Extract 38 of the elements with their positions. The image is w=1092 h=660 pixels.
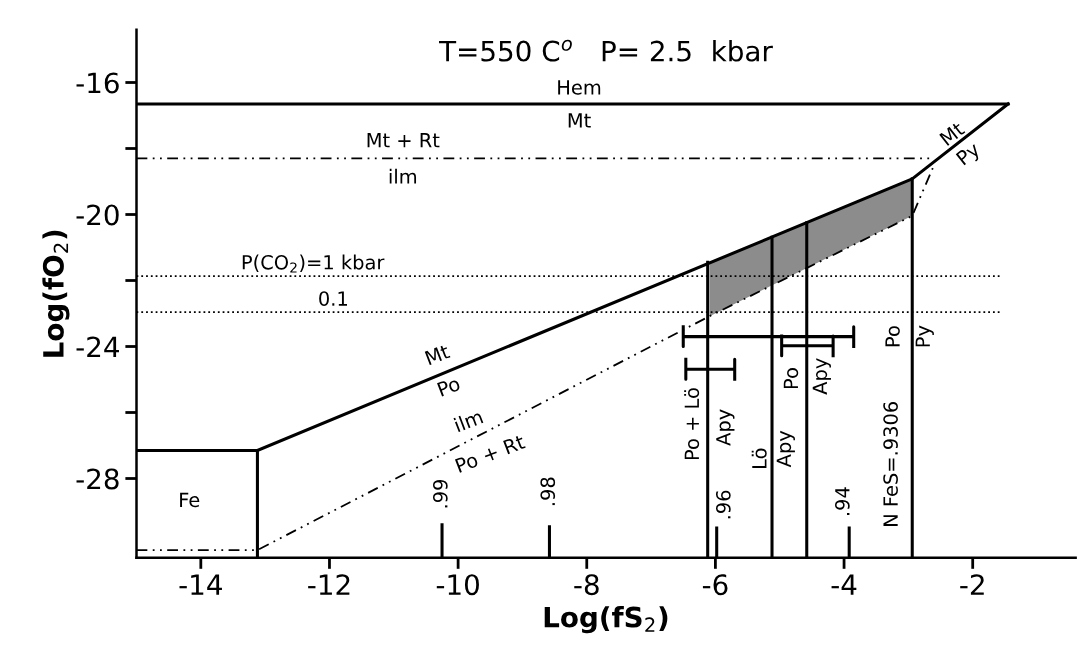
annotation: Po [437,376,461,397]
x-tick-label: -14 [179,574,222,595]
annotation: ilm [453,408,484,433]
annotation: N FeS=.9306 [883,401,898,526]
annotation: Apy [812,358,831,395]
annotation: .98 [540,477,556,506]
annotation: Lö [751,448,767,468]
annotation: ilm [389,168,417,184]
annotation: .96 [715,490,731,519]
annotation: .94 [834,487,850,515]
annotation: Hem [558,80,601,95]
x-tick-label: -8 [574,574,599,596]
annotation: Po [885,326,900,347]
annotation: Py [915,325,934,347]
annotation: Apy [776,430,795,468]
x-tick-label: -6 [702,574,728,596]
annotation: P(CO$_{2}$)=1 kbar [242,254,385,273]
y-axis-title: Log(fO$_{2}$) [42,230,70,357]
chart-title: T=550 C$^{o}$ P= 2.5 kbar [439,39,773,62]
annotation: Apy [716,409,735,446]
annotation: Po + Rt [454,434,526,474]
annotation: Mt + Rt [367,133,440,148]
x-axis-title: Log(fS$_{2}$) [544,606,668,634]
x-tick-label: -12 [308,574,350,595]
annotation: .99 [432,479,448,508]
x-tick-label: -2 [960,574,984,595]
y-tick-label: -28 [76,468,119,490]
annotation: Mt [568,113,591,128]
annotation: Mt [424,343,451,366]
x-tick-label: -4 [831,574,857,595]
annotation: Po + Lö [684,388,700,460]
y-tick-label: -24 [76,336,119,358]
annotation: Fe [180,492,200,508]
y-tick-label: -20 [76,204,119,226]
annotation: Po [783,368,799,389]
x-tick-label: -10 [436,574,479,596]
y-tick-label: -16 [76,72,119,94]
annotation: 0.1 [319,291,347,306]
